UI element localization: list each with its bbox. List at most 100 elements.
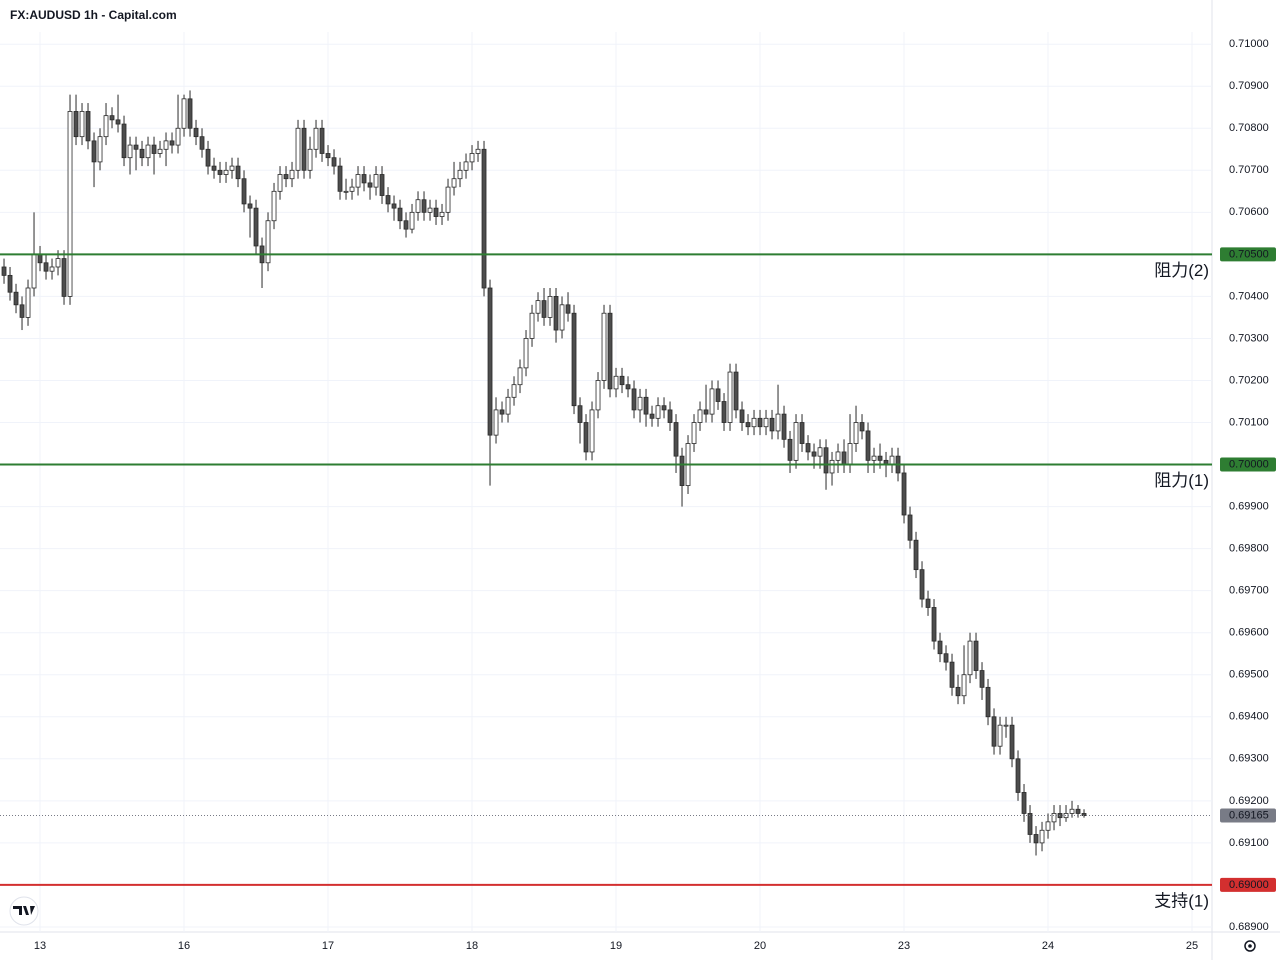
candle-body [1039,829,1045,844]
candle-body [631,388,637,411]
candle-body [187,98,193,129]
candle-body [289,169,295,180]
candle-body [487,287,493,436]
candle-body [823,447,829,474]
candle-body [301,127,307,171]
candle-body [379,174,385,196]
candle-body [577,405,583,423]
y-tick-label: 0.70300 [1229,332,1269,344]
candle-body [979,670,985,688]
candle-body [793,422,799,461]
candle-body [523,338,529,369]
candle-body [433,207,439,217]
candle-body [1015,758,1021,793]
candle-body [373,174,379,188]
candle-body [703,409,709,415]
candle-body [943,653,949,663]
candle-body [445,186,451,213]
candle-body [163,140,169,150]
y-tick-label: 0.69500 [1229,669,1269,681]
x-tick-label: 13 [34,940,46,952]
candle-body [949,661,955,688]
candle-body [655,405,661,419]
settings-icon[interactable] [1244,940,1256,952]
candle-body [937,640,943,655]
y-tick-label: 0.70100 [1229,416,1269,428]
candle-body [271,190,277,222]
level-price-tag [1220,247,1276,262]
candle-body [181,98,187,129]
candle-body [439,211,445,217]
x-tick-label: 17 [322,940,334,952]
candle-body [199,136,205,150]
y-tick-label: 0.71000 [1229,38,1269,50]
candle-body [457,169,463,180]
candle-body [343,190,349,193]
candle-body [205,148,211,167]
y-tick-label: 0.69800 [1229,543,1269,555]
y-tick-label: 0.69100 [1229,837,1269,849]
candle-body [967,640,973,676]
candle-body [799,422,805,444]
candle-body [697,409,703,423]
candle-body [853,422,859,444]
candle-body [367,182,373,188]
candle-body [115,119,121,125]
last-price-label: 0.69165 [1229,809,1269,821]
candle-body [661,405,667,411]
candle-body [295,127,301,171]
candle-body [913,539,919,571]
candle-body [121,123,127,159]
candle-body [349,186,355,192]
candle-body [817,447,823,457]
candle-body [151,144,157,154]
candle-body [583,422,589,453]
y-tick-label: 0.70400 [1229,290,1269,302]
y-tick-label: 0.70200 [1229,374,1269,386]
candle-body [91,140,97,163]
candle-body [955,686,961,697]
logo [9,896,39,926]
candle-body [865,430,871,461]
candle-body [7,274,13,293]
candle-body [1069,808,1075,814]
candle-body [49,266,55,272]
candle-body [427,207,433,213]
candle-body [991,716,997,747]
candle-body [829,459,835,474]
candle-body [601,312,607,381]
candle-body [1003,724,1009,727]
candle-body [961,674,967,697]
candle-body [247,203,253,209]
candle-body [385,195,391,205]
candle-body [223,169,229,175]
x-tick-label: 24 [1042,940,1054,952]
candle-body [361,174,367,184]
candle-body [619,375,625,386]
candle-body [1027,813,1033,835]
candle-body [319,127,325,154]
level-label: 阻力(2) [1154,261,1209,280]
candle-body [493,409,499,436]
candle-body [145,144,151,159]
candle-body [139,148,145,159]
y-tick-label: 0.70700 [1229,164,1269,176]
candle-body [1045,821,1051,831]
candle-body [763,417,769,428]
candle-body [229,165,235,171]
candle-body [1057,813,1063,819]
candle-body [337,165,343,192]
level-label: 支持(1) [1154,891,1209,910]
candle-body [571,312,577,407]
candle-body [553,296,559,331]
candle-body [667,409,673,423]
candle-body [511,384,517,398]
candle-body [835,451,841,461]
y-tick-label: 0.69400 [1229,711,1269,723]
candle-body [775,413,781,432]
y-tick-label: 0.69300 [1229,753,1269,765]
candle-body [859,422,865,432]
candle-body [193,127,199,138]
y-tick-label: 0.70800 [1229,122,1269,134]
candle-body [841,451,847,465]
